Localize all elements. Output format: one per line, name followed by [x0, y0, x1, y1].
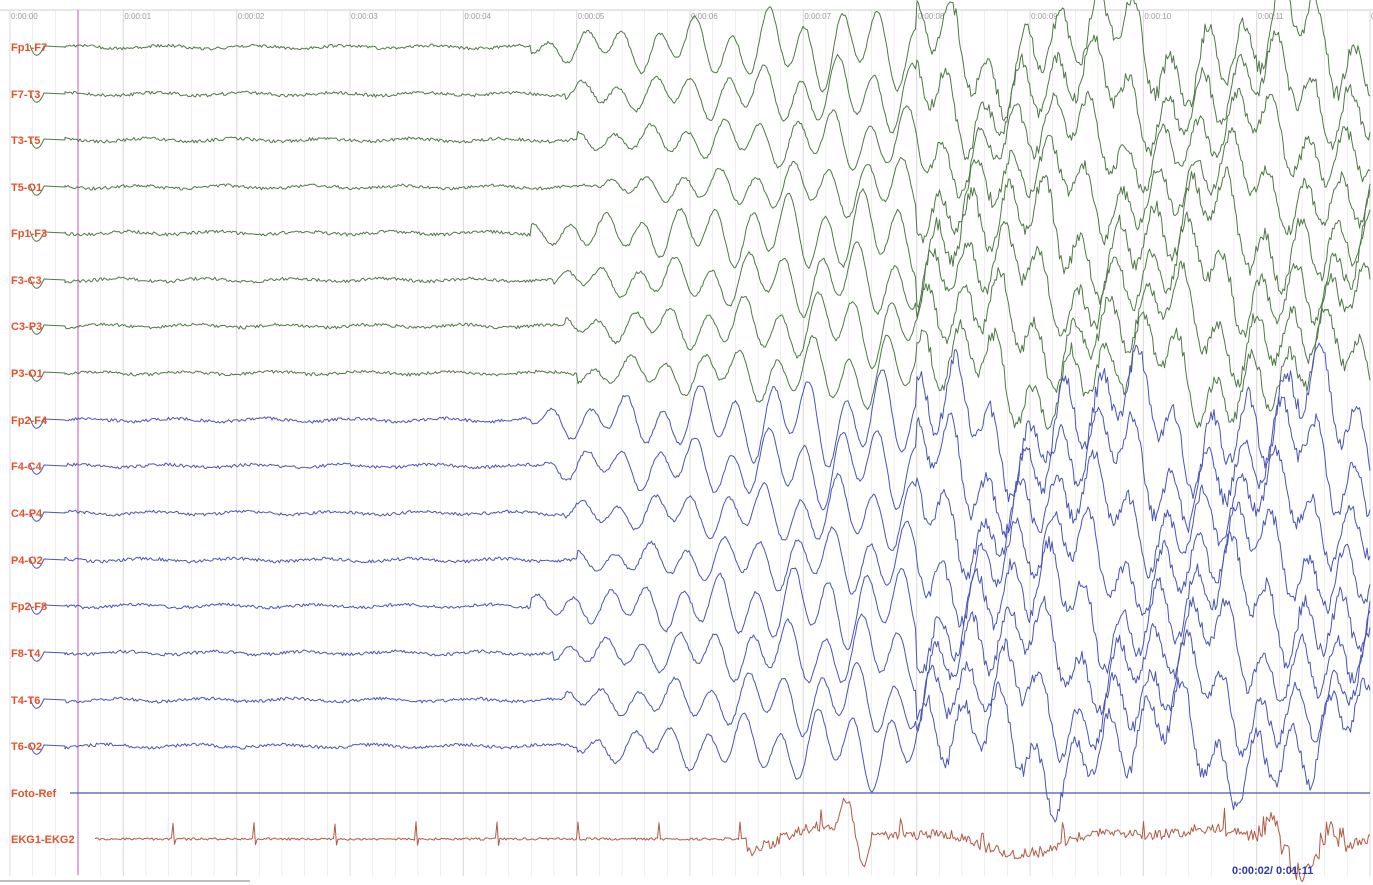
- channel-label[interactable]: Fp2-F8: [11, 601, 47, 613]
- time-readout: 0:00:02/ 0:01:11: [1232, 865, 1313, 877]
- channel-label[interactable]: Fp2-F4: [11, 415, 48, 427]
- channel-label[interactable]: F3-C3: [11, 275, 42, 287]
- trace-t5-o1: [29, 127, 1371, 246]
- trace-f4-c4: [29, 396, 1371, 538]
- trace-fp2-f4: [29, 342, 1371, 503]
- trace-t6-o2: [29, 677, 1371, 823]
- channel-label[interactable]: Fp1-F3: [11, 228, 47, 240]
- trace-ekg1-ekg2: [94, 797, 1371, 883]
- channel-label[interactable]: T4-T6: [11, 695, 40, 707]
- trace-f7-t3: [29, 30, 1371, 161]
- time-tick-label: 0:00:06: [691, 12, 718, 21]
- channel-label[interactable]: C4-P4: [11, 508, 43, 520]
- trace-fp2-f8: [29, 530, 1371, 674]
- time-tick-label: 0:00:11: [1258, 12, 1285, 21]
- trace-f3-c3: [29, 209, 1371, 338]
- time-tick-label: 0:00:03: [351, 12, 378, 21]
- trace-p3-o1: [29, 307, 1371, 430]
- channel-label[interactable]: F7-T3: [11, 89, 40, 101]
- trace-f8-t4: [29, 595, 1371, 721]
- channel-label[interactable]: EKG1-EKG2: [11, 834, 75, 846]
- time-tick-label: 0:00:12: [1371, 12, 1373, 21]
- trace-fp1-f7: [29, 0, 1371, 122]
- trace-c3-p3: [29, 260, 1371, 393]
- time-tick-label: 0:00:02: [238, 12, 265, 21]
- channel-labels: Fp1-F7 F7-T3 T3-T5 T5-O1 Fp1-F3 F3-C3 C3-P3 P3-…: [11, 42, 75, 846]
- channel-label[interactable]: T6-O2: [11, 741, 42, 753]
- channel-label[interactable]: Fp1-F7: [11, 42, 47, 54]
- channel-label[interactable]: T5-O1: [11, 182, 42, 194]
- channel-label[interactable]: Foto-Ref: [11, 788, 57, 800]
- trace-p4-o2: [29, 501, 1371, 628]
- channel-label[interactable]: T3-T5: [11, 135, 40, 147]
- time-tick-label: 0:00:01: [124, 12, 151, 21]
- trace-t3-t5: [29, 87, 1371, 199]
- channel-label[interactable]: P3-O1: [11, 368, 43, 380]
- time-tick-label: 0:00:00: [11, 12, 38, 21]
- channel-label[interactable]: P4-O2: [11, 555, 43, 567]
- time-tick-label: 0:00:08: [918, 12, 945, 21]
- time-tick-label: 0:00:09: [1031, 12, 1058, 21]
- time-tick-labels: 0:00:00 0:00:01 0:00:02 0:00:03 0:00:04 0:00:…: [11, 12, 1373, 21]
- time-tick-label: 0:00:04: [464, 12, 491, 21]
- time-tick-label: 0:00:05: [578, 12, 605, 21]
- channel-label[interactable]: F8-T4: [11, 648, 41, 660]
- time-tick-label: 0:00:10: [1144, 12, 1171, 21]
- trace-t4-t6: [29, 627, 1371, 763]
- trace-fp1-f3: [29, 166, 1371, 308]
- channel-label[interactable]: F4-C4: [11, 461, 42, 473]
- trace-c4-p4: [29, 444, 1371, 581]
- channel-label[interactable]: C3-P3: [11, 321, 42, 333]
- time-tick-label: 0:00:07: [804, 12, 831, 21]
- time-gridlines: [0, 9, 1373, 876]
- channel-traces: [29, 0, 1371, 883]
